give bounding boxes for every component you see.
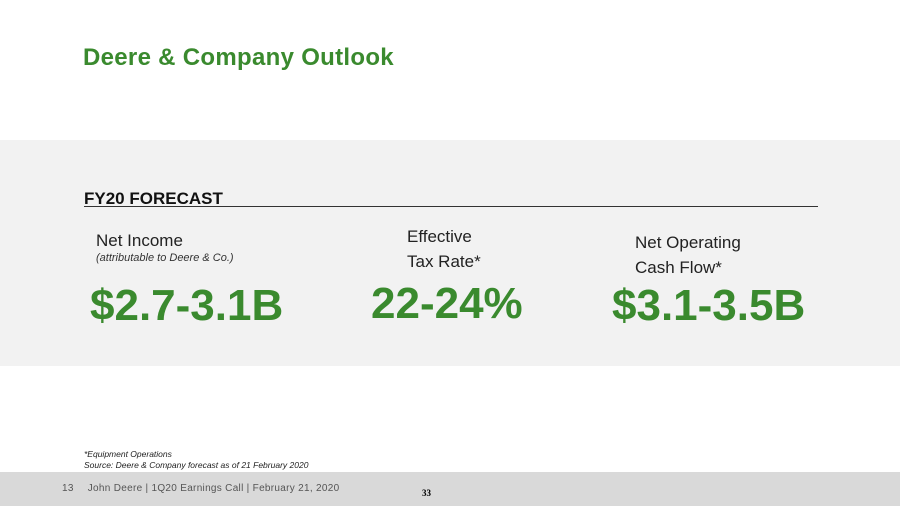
slide-number: 13 (62, 483, 74, 494)
equipment-operations-footnote: *Equipment Operations (84, 449, 172, 459)
page-number: 33 (422, 488, 431, 498)
footer-caption: John Deere | 1Q20 Earnings Call | Februa… (87, 483, 340, 494)
source-note: Source: Deere & Company forecast as of 2… (84, 460, 309, 470)
cash-flow-value: $3.1-3.5B (612, 281, 806, 330)
footnotes: *Equipment Operations Source: Deere & Co… (84, 449, 308, 471)
forecast-heading: FY20 FORECAST (84, 189, 223, 208)
heading-divider (84, 206, 818, 207)
net-income-value: $2.7-3.1B (90, 281, 284, 330)
slide-footer: 13 John Deere | 1Q20 Earnings Call | Febr… (0, 472, 900, 506)
tax-rate-label-line1: Effective (407, 227, 472, 246)
footer-text: 13 John Deere | 1Q20 Earnings Call | Febr… (62, 483, 339, 494)
net-income-sublabel: (attributable to Deere & Co.) (96, 252, 234, 264)
tax-rate-value: 22-24% (371, 279, 523, 328)
cash-flow-label-line2: Cash Flow* (635, 258, 722, 277)
slide-title: Deere & Company Outlook (83, 44, 394, 71)
tax-rate-label-line2: Tax Rate* (407, 252, 481, 271)
cash-flow-label-line1: Net Operating (635, 233, 741, 252)
forecast-panel: FY20 FORECAST Net Income (attributable t… (0, 140, 900, 366)
net-income-label: Net Income (96, 231, 183, 250)
